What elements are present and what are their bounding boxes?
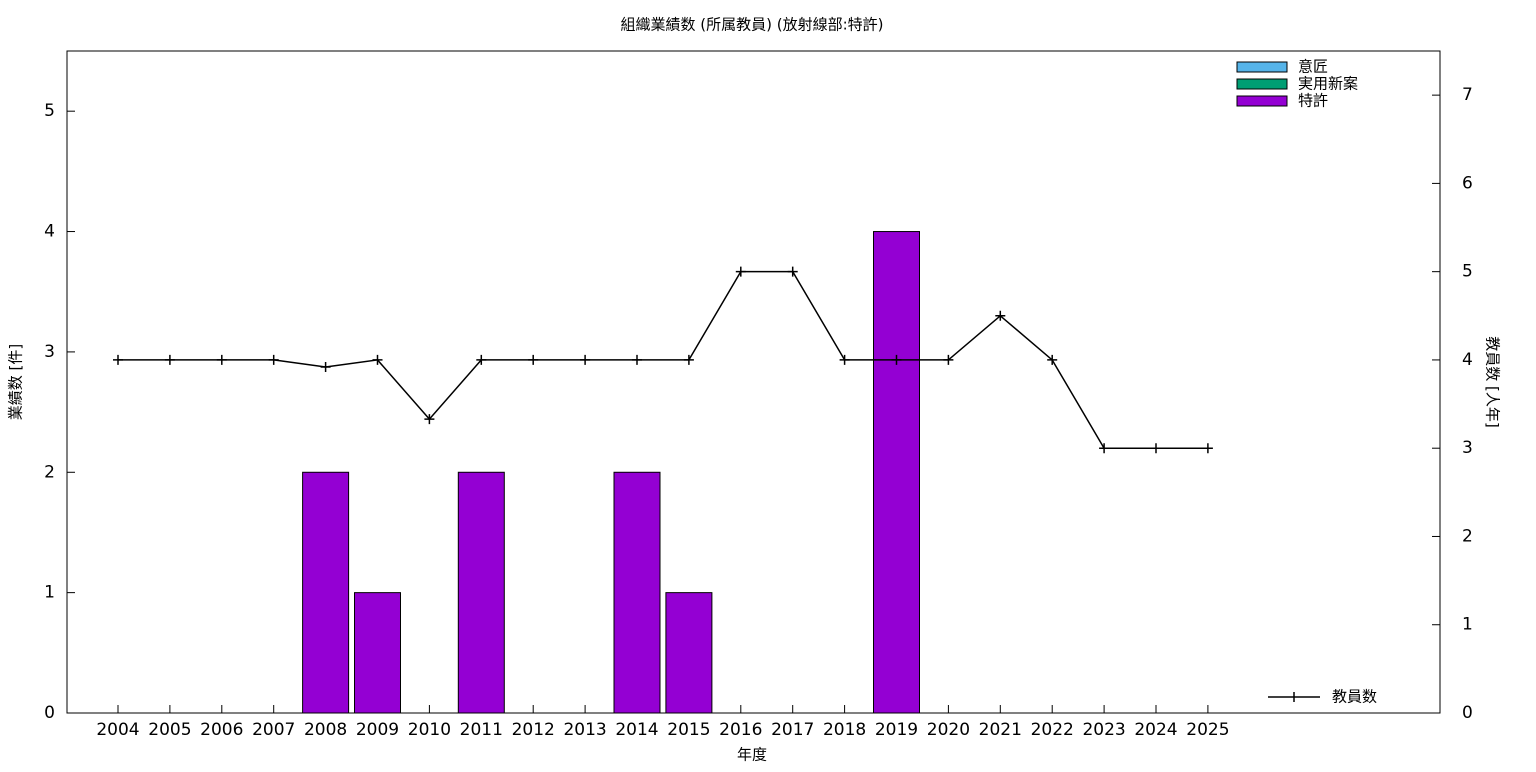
point xyxy=(839,354,850,365)
point xyxy=(1099,443,1110,454)
point xyxy=(476,354,487,365)
plot-frame xyxy=(66,50,1441,714)
y2-tick-label: 2 xyxy=(1462,526,1473,546)
y2-tick-label: 5 xyxy=(1462,262,1473,282)
y-tick-label: 3 xyxy=(44,342,55,362)
point xyxy=(580,354,591,365)
y2-tick-label: 0 xyxy=(1462,703,1473,723)
x-tick-label: 2020 xyxy=(927,720,970,740)
legend-label: 実用新案 xyxy=(1298,75,1358,93)
point xyxy=(528,354,539,365)
x-tick-label: 2004 xyxy=(96,720,139,740)
y-axis-label: 業績数 [件] xyxy=(7,344,25,420)
bar xyxy=(302,471,350,714)
bar xyxy=(457,471,505,714)
x-tick-label: 2017 xyxy=(771,720,814,740)
point xyxy=(424,414,435,425)
point xyxy=(632,354,642,365)
legend-label: 意匠 xyxy=(1298,58,1328,76)
legend-label: 特許 xyxy=(1298,92,1328,110)
y2-axis-label: 教員数 [人年] xyxy=(1484,336,1502,427)
bar xyxy=(613,471,661,714)
x-tick-label: 2009 xyxy=(356,720,399,740)
legend-swatch xyxy=(1236,61,1288,73)
legend-swatch xyxy=(1236,95,1288,107)
x-tick-label: 2016 xyxy=(719,720,762,740)
point xyxy=(320,361,331,372)
y2-tick-label: 7 xyxy=(1462,85,1473,105)
point xyxy=(943,354,954,365)
x-tick-label: 2019 xyxy=(875,720,918,740)
x-axis-label: 年度 xyxy=(737,746,767,764)
point xyxy=(1151,443,1161,454)
x-tick-label: 2006 xyxy=(200,720,243,740)
point xyxy=(216,354,227,365)
point xyxy=(268,354,279,365)
bar xyxy=(354,592,401,714)
x-tick-label: 2025 xyxy=(1186,720,1229,740)
x-tick-label: 2010 xyxy=(408,720,451,740)
legend-label: 教員数 xyxy=(1332,688,1377,706)
x-tick-label: 2005 xyxy=(148,720,191,740)
x-tick-label: 2018 xyxy=(823,720,866,740)
point xyxy=(891,354,902,365)
x-tick-label: 2014 xyxy=(615,720,658,740)
legend-line xyxy=(1268,692,1320,702)
x-tick-label: 2013 xyxy=(563,720,606,740)
point xyxy=(735,266,746,277)
y2-tick-label: 4 xyxy=(1462,350,1473,370)
y-tick-label: 5 xyxy=(44,101,55,121)
line xyxy=(118,270,1208,449)
y2-tick-label: 1 xyxy=(1462,615,1473,635)
point xyxy=(787,266,798,277)
x-tick-label: 2022 xyxy=(1031,720,1074,740)
x-tick-label: 2021 xyxy=(979,720,1022,740)
legend-swatch xyxy=(1236,78,1288,90)
y-tick-label: 0 xyxy=(44,703,55,723)
y-tick-label: 2 xyxy=(44,462,55,482)
x-tick-label: 2023 xyxy=(1082,720,1125,740)
x-tick-label: 2011 xyxy=(460,720,503,740)
y2-tick-label: 6 xyxy=(1462,173,1473,193)
point xyxy=(1202,443,1213,454)
point xyxy=(372,354,383,365)
x-tick-label: 2015 xyxy=(667,720,710,740)
x-tick-label: 2007 xyxy=(252,720,295,740)
bar xyxy=(665,592,713,714)
point xyxy=(113,354,123,365)
point xyxy=(1047,354,1058,365)
chart-title: 組織業績数 (所属教員) (放射線部:特許) xyxy=(621,16,884,34)
x-tick-label: 2008 xyxy=(304,720,347,740)
point xyxy=(683,354,694,365)
y-tick-label: 1 xyxy=(44,583,55,603)
bar xyxy=(873,231,920,714)
x-tick-label: 2024 xyxy=(1134,720,1177,740)
x-tick-label: 2012 xyxy=(512,720,555,740)
y2-tick-label: 3 xyxy=(1462,438,1473,458)
point xyxy=(995,310,1006,321)
y-tick-label: 4 xyxy=(44,222,55,242)
point xyxy=(164,354,175,365)
